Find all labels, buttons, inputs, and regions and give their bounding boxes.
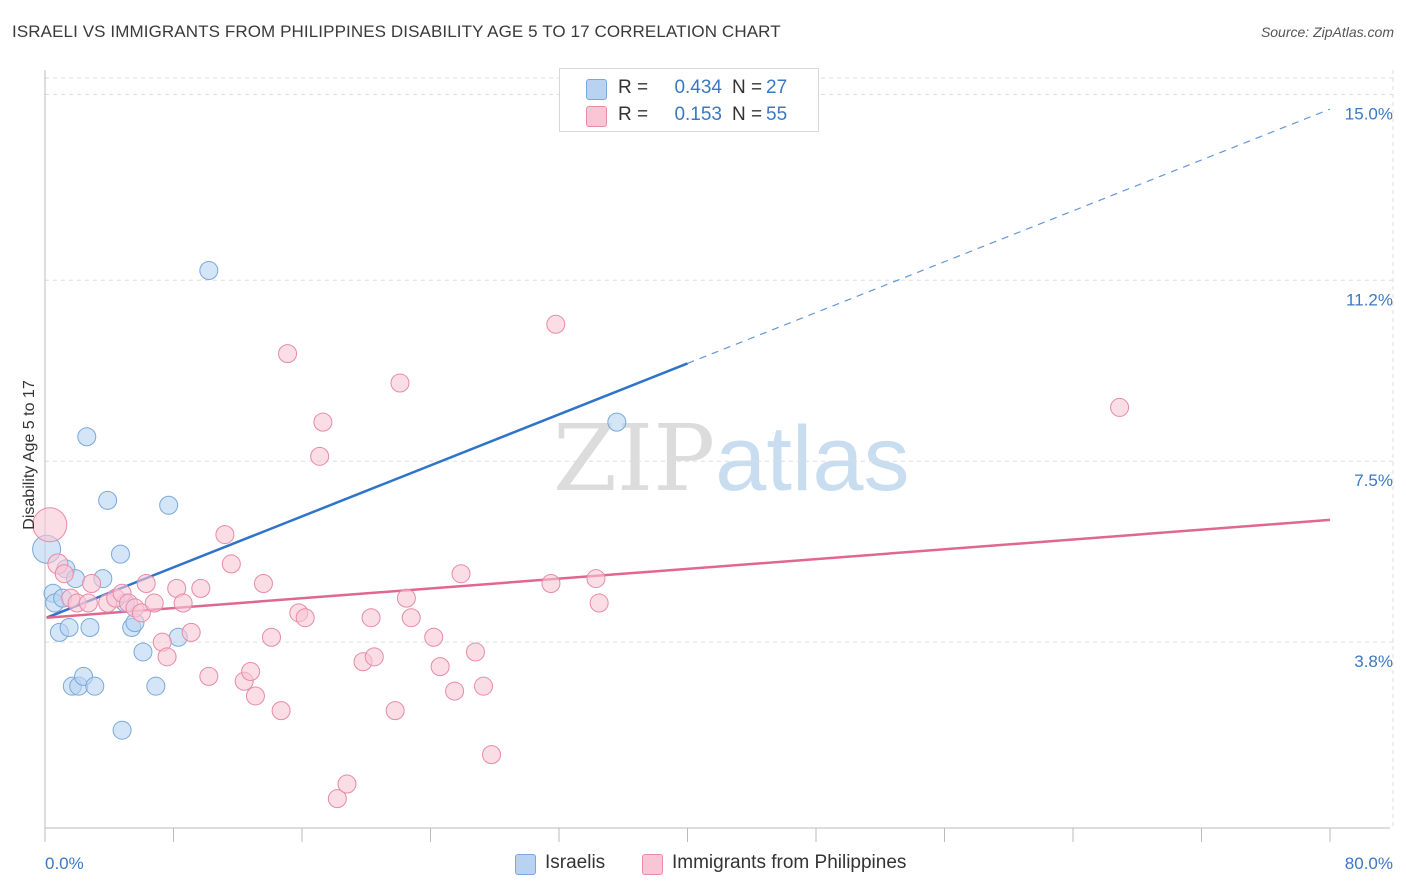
philippines-point — [131, 603, 151, 623]
legend-n-value: 55 — [766, 104, 788, 125]
philippines-point — [181, 622, 201, 642]
data-points — [32, 261, 1130, 809]
x-tick-label: 0.0% — [45, 854, 84, 873]
y-tick-label: 7.5% — [1354, 471, 1393, 490]
israeli-point — [199, 261, 219, 281]
philippines-point — [364, 647, 384, 667]
philippines-point — [390, 373, 410, 393]
philippines-trend-line — [46, 518, 1331, 619]
philippines-point — [396, 588, 416, 608]
y-tick-label: 15.0% — [1345, 104, 1393, 123]
philippines-point — [1110, 397, 1130, 417]
israeli-point — [98, 490, 118, 510]
philippines-point — [385, 701, 405, 721]
philippines-point — [191, 578, 211, 598]
legend-n-label: N = — [732, 77, 763, 98]
israeli-point — [159, 495, 179, 515]
x-tick-label: 80.0% — [1345, 854, 1393, 873]
philippines-point — [424, 627, 444, 647]
philippines-point — [253, 573, 273, 593]
trend-lines — [46, 108, 1331, 619]
philippines-point — [451, 564, 471, 584]
philippines-point — [401, 608, 421, 628]
philippines-point — [337, 774, 357, 794]
philippines-point — [245, 686, 265, 706]
correlation-legend: R = 0.434 N = 27 R = 0.153 N = 55 — [559, 68, 819, 132]
philippines-point — [221, 554, 241, 574]
watermark: ZIPatlas — [553, 405, 910, 512]
tick-labels: 3.8% 7.5% 11.2% 15.0% 0.0% 80.0% — [45, 104, 1393, 873]
philippines-point — [313, 412, 333, 432]
grid-lines — [45, 70, 1394, 828]
philippines-point — [327, 789, 347, 809]
legend-r-label: R = — [618, 104, 649, 125]
philippines-point — [157, 647, 177, 667]
y-tick-label: 11.2% — [1346, 290, 1393, 309]
philippines-point — [430, 657, 450, 677]
philippines-point — [278, 344, 298, 364]
israeli-trend-line — [46, 362, 688, 619]
bottom-legend-swatch-pink — [642, 854, 663, 875]
israeli-point — [607, 412, 627, 432]
legend-swatch-pink — [586, 106, 607, 127]
philippines-point — [32, 507, 68, 543]
axes — [44, 70, 1390, 842]
source-label: Source: ZipAtlas.com — [1260, 24, 1394, 40]
legend-n-label: N = — [732, 104, 763, 125]
legend-swatch-blue — [586, 79, 607, 100]
philippines-point — [445, 681, 465, 701]
philippines-point — [541, 573, 561, 593]
israeli-point — [146, 676, 166, 696]
israeli-point — [110, 544, 130, 564]
bottom-legend-label: Israelis — [545, 852, 606, 873]
philippines-point — [54, 564, 74, 584]
philippines-point — [586, 569, 606, 589]
philippines-point — [82, 573, 102, 593]
philippines-point — [261, 627, 281, 647]
legend-r-label: R = — [618, 77, 649, 98]
legend-r-value: 0.434 — [674, 77, 722, 98]
watermark-atlas: atlas — [715, 408, 910, 510]
israeli-point — [80, 617, 100, 637]
bottom-legend-swatch-blue — [515, 854, 536, 875]
philippines-point — [310, 446, 330, 466]
philippines-point — [241, 662, 261, 682]
israeli-trend-extension — [687, 108, 1331, 364]
y-axis-label: Disability Age 5 to 17 — [21, 380, 38, 530]
israeli-point — [112, 720, 132, 740]
legend-r-value: 0.153 — [674, 104, 722, 125]
watermark-zip: ZIP — [553, 405, 716, 512]
israeli-point — [133, 642, 153, 662]
philippines-point — [589, 593, 609, 613]
legend-n-value: 27 — [766, 77, 788, 98]
philippines-point — [295, 608, 315, 628]
y-tick-label: 3.8% — [1354, 652, 1393, 671]
philippines-point — [271, 701, 291, 721]
philippines-point — [465, 642, 485, 662]
chart-title: ISRAELI VS IMMIGRANTS FROM PHILIPPINES D… — [12, 22, 781, 41]
israeli-point — [77, 427, 97, 447]
philippines-point — [546, 314, 566, 334]
philippines-point — [144, 593, 164, 613]
philippines-point — [361, 608, 381, 628]
philippines-point — [136, 573, 156, 593]
philippines-point — [215, 525, 235, 545]
philippines-point — [482, 745, 502, 765]
israeli-point — [85, 676, 105, 696]
bottom-legend-label: Immigrants from Philippines — [672, 852, 907, 873]
philippines-point — [474, 676, 494, 696]
philippines-point — [199, 666, 219, 686]
philippines-point — [173, 593, 193, 613]
philippines-point — [78, 593, 98, 613]
israeli-point — [59, 617, 79, 637]
